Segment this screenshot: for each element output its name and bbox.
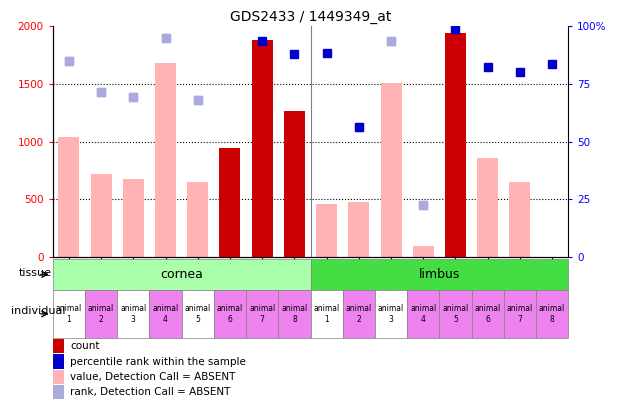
Bar bbox=[252, 40, 273, 257]
Bar bbox=[413, 245, 433, 257]
Bar bbox=[53, 339, 64, 353]
Text: limbus: limbus bbox=[419, 268, 460, 281]
Bar bbox=[278, 290, 310, 338]
Text: animal
4: animal 4 bbox=[410, 304, 437, 324]
Text: animal
4: animal 4 bbox=[152, 304, 179, 324]
Text: animal
5: animal 5 bbox=[184, 304, 211, 324]
Bar bbox=[91, 174, 112, 257]
Text: tissue: tissue bbox=[19, 268, 52, 278]
Bar bbox=[440, 290, 471, 338]
Text: animal
1: animal 1 bbox=[314, 304, 340, 324]
Text: animal
7: animal 7 bbox=[507, 304, 533, 324]
Bar bbox=[375, 290, 407, 338]
Text: value, Detection Call = ABSENT: value, Detection Call = ABSENT bbox=[70, 372, 236, 382]
Text: animal
3: animal 3 bbox=[378, 304, 404, 324]
Bar bbox=[219, 147, 240, 257]
Bar bbox=[214, 290, 246, 338]
Text: animal
6: animal 6 bbox=[217, 304, 243, 324]
Text: animal
1: animal 1 bbox=[56, 304, 82, 324]
Bar bbox=[150, 290, 182, 338]
Bar bbox=[123, 179, 144, 257]
Text: rank, Detection Call = ABSENT: rank, Detection Call = ABSENT bbox=[70, 387, 230, 397]
Bar bbox=[284, 111, 305, 257]
Bar bbox=[477, 158, 498, 257]
Title: GDS2433 / 1449349_at: GDS2433 / 1449349_at bbox=[230, 10, 391, 24]
Bar bbox=[53, 354, 64, 369]
Text: animal
2: animal 2 bbox=[88, 304, 114, 324]
Bar bbox=[316, 204, 337, 257]
Bar bbox=[53, 385, 64, 399]
Text: animal
6: animal 6 bbox=[474, 304, 501, 324]
Text: percentile rank within the sample: percentile rank within the sample bbox=[70, 356, 246, 367]
Text: individual: individual bbox=[11, 307, 65, 316]
Bar bbox=[509, 182, 530, 257]
Bar bbox=[117, 290, 150, 338]
Bar bbox=[155, 63, 176, 257]
Bar bbox=[471, 290, 504, 338]
Bar bbox=[407, 290, 440, 338]
Text: animal
5: animal 5 bbox=[442, 304, 469, 324]
Bar bbox=[53, 259, 310, 290]
Bar bbox=[381, 83, 402, 257]
Text: animal
8: animal 8 bbox=[281, 304, 307, 324]
Bar bbox=[53, 290, 85, 338]
Bar bbox=[188, 182, 208, 257]
Text: cornea: cornea bbox=[160, 268, 203, 281]
Bar bbox=[310, 259, 568, 290]
Bar bbox=[246, 290, 278, 338]
Bar bbox=[536, 290, 568, 338]
Text: animal
8: animal 8 bbox=[539, 304, 565, 324]
Text: count: count bbox=[70, 341, 100, 351]
Bar bbox=[348, 202, 369, 257]
Bar bbox=[58, 137, 79, 257]
Text: animal
2: animal 2 bbox=[346, 304, 372, 324]
Bar bbox=[53, 370, 64, 384]
Bar bbox=[310, 290, 343, 338]
Bar bbox=[85, 290, 117, 338]
Bar bbox=[182, 290, 214, 338]
Bar bbox=[504, 290, 536, 338]
Bar bbox=[445, 33, 466, 257]
Text: animal
7: animal 7 bbox=[249, 304, 275, 324]
Bar bbox=[343, 290, 375, 338]
Text: animal
3: animal 3 bbox=[120, 304, 147, 324]
